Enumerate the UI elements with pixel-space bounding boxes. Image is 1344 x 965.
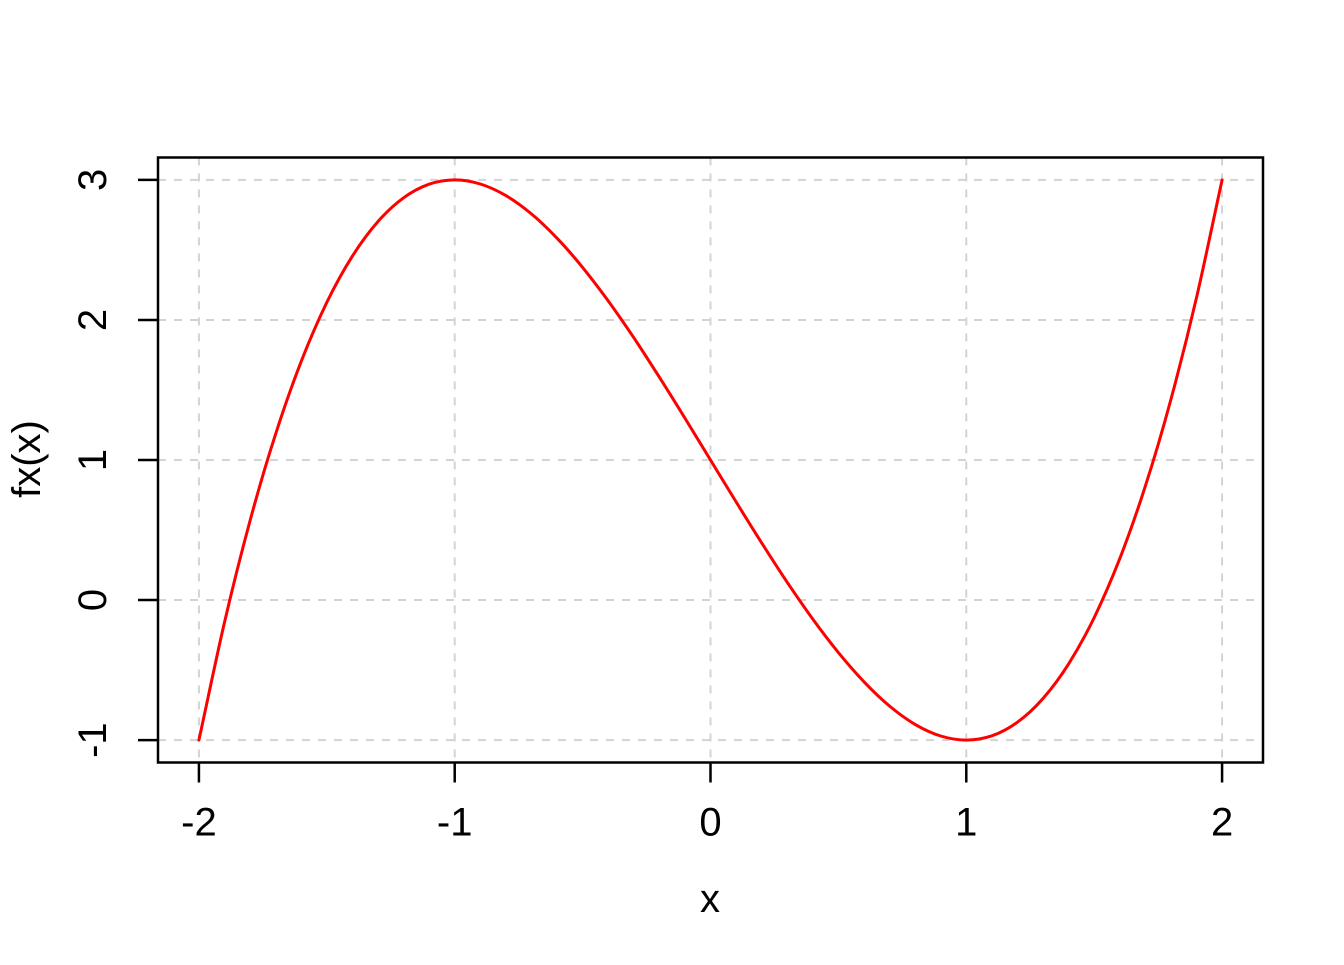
x-tick-label: 0 [699, 801, 721, 845]
y-axis-title: fx(x) [5, 420, 49, 498]
x-tick-label: -2 [181, 801, 217, 845]
y-tick-label: 2 [71, 309, 115, 331]
series-group [197, 178, 1224, 742]
x-axis: -2 -1 0 1 2 [181, 762, 1233, 845]
x-tick-label: -1 [437, 801, 473, 845]
function-curve [197, 178, 1224, 742]
y-axis: -1 0 1 2 3 [71, 169, 158, 758]
y-tick-label: 1 [71, 449, 115, 471]
grid [158, 157, 1263, 763]
y-tick-label: 0 [71, 589, 115, 611]
x-axis-title: x [700, 877, 720, 921]
x-tick-label: 1 [955, 801, 977, 845]
y-tick-label: 3 [71, 169, 115, 191]
y-tick-label: -1 [71, 722, 115, 758]
x-tick-label: 2 [1211, 801, 1233, 845]
